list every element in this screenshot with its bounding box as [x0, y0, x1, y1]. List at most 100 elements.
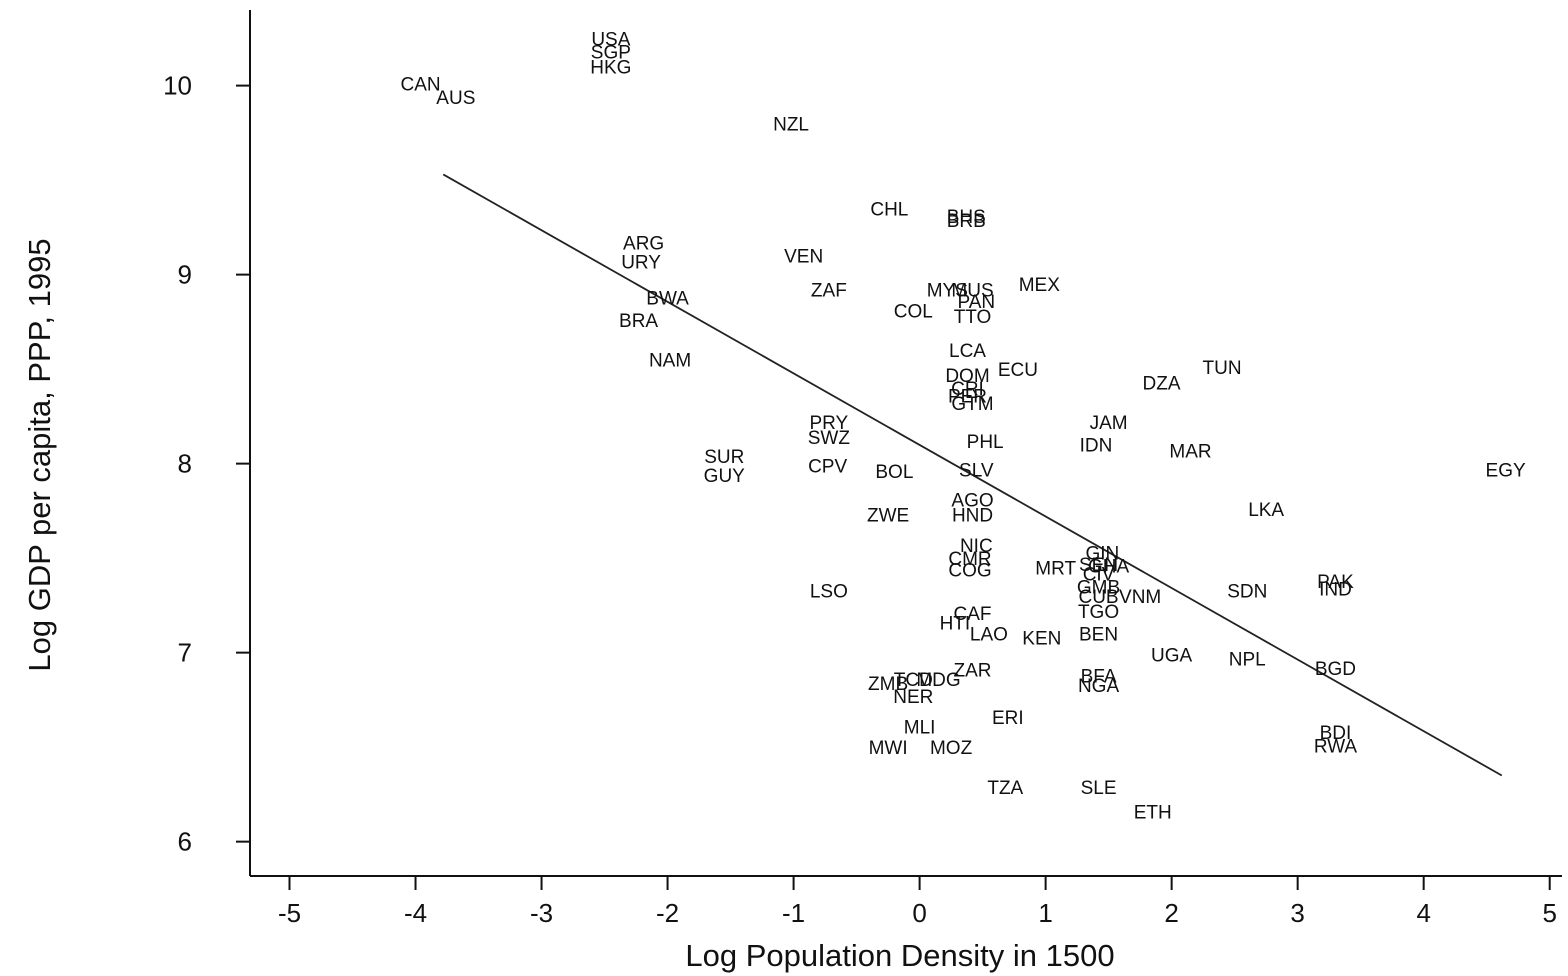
- data-point-gin: GIN: [1085, 543, 1119, 564]
- data-point-cog: COG: [948, 560, 991, 581]
- data-point-tun: TUN: [1203, 358, 1242, 379]
- x-tick-label: 0: [912, 898, 926, 928]
- data-point-bdi: BDI: [1320, 723, 1352, 744]
- data-point-idn: IDN: [1080, 436, 1113, 457]
- data-point-bwa: BWA: [646, 288, 689, 309]
- y-axis-title: Log GDP per capita, PPP, 1995: [22, 238, 57, 671]
- data-point-lao: LAO: [970, 625, 1008, 646]
- data-point-uga: UGA: [1151, 646, 1193, 667]
- data-point-npl: NPL: [1229, 649, 1266, 670]
- x-tick-label: -4: [404, 898, 427, 928]
- data-point-eth: ETH: [1134, 802, 1172, 823]
- data-point-ven: VEN: [784, 247, 823, 268]
- x-axis-ticks: -5 -4 -3 -2 -1 0 1 2 3 4 5: [278, 876, 1557, 928]
- data-point-zmb: ZMB: [868, 674, 908, 695]
- data-point-bol: BOL: [875, 462, 913, 483]
- data-point-ben: BEN: [1079, 625, 1118, 646]
- data-point-zar: ZAR: [954, 661, 992, 682]
- data-point-sgp: SGP: [591, 43, 631, 64]
- data-point-swz: SWZ: [808, 428, 851, 449]
- data-point-cri: CRI: [951, 379, 984, 400]
- data-point-mus: MUS: [951, 281, 993, 302]
- data-point-sur: SUR: [704, 447, 744, 468]
- data-point-tto: TTO: [954, 307, 992, 328]
- data-point-sdn: SDN: [1227, 581, 1267, 602]
- data-point-moz: MOZ: [930, 738, 973, 759]
- data-point-ecu: ECU: [998, 360, 1038, 381]
- x-axis-title: Log Population Density in 1500: [685, 938, 1114, 973]
- data-point-caf: CAF: [954, 604, 992, 625]
- x-tick-label: 1: [1038, 898, 1052, 928]
- data-point-pry: PRY: [810, 413, 849, 434]
- data-point-gtm: GTM: [951, 394, 993, 415]
- data-point-lka: LKA: [1248, 500, 1284, 521]
- x-tick-label: -5: [278, 898, 301, 928]
- data-point-sle: SLE: [1081, 778, 1117, 799]
- data-point-pak: PAK: [1317, 572, 1354, 593]
- data-point-rwa: RWA: [1314, 736, 1358, 757]
- data-point-mdg: MDG: [916, 670, 960, 691]
- data-point-nzl: NZL: [773, 114, 809, 135]
- data-point-civ: CIV: [1083, 564, 1115, 585]
- data-point-mar: MAR: [1169, 441, 1211, 462]
- data-point-bra: BRA: [619, 311, 658, 332]
- x-tick-label: -1: [782, 898, 805, 928]
- data-point-ind: IND: [1319, 579, 1352, 600]
- data-point-cpv: CPV: [808, 457, 847, 478]
- data-point-bgd: BGD: [1315, 659, 1356, 680]
- x-tick-label: 4: [1416, 898, 1430, 928]
- data-point-pan: PAN: [957, 292, 995, 313]
- y-tick-label: 9: [178, 260, 192, 290]
- data-point-guy: GUY: [704, 466, 746, 487]
- data-point-gha: GHA: [1088, 557, 1130, 578]
- data-point-tgo: TGO: [1078, 602, 1119, 623]
- data-point-hkg: HKG: [590, 58, 631, 79]
- data-point-hnd: HND: [952, 506, 993, 527]
- y-axis-ticks: 6 7 8 9 10: [163, 71, 250, 857]
- data-point-nga: NGA: [1078, 676, 1120, 697]
- data-point-ury: URY: [621, 252, 661, 273]
- data-point-mys: MYS: [927, 281, 968, 302]
- x-tick-label: 5: [1542, 898, 1556, 928]
- data-point-ago: AGO: [951, 491, 993, 512]
- x-tick-label: 2: [1164, 898, 1178, 928]
- data-point-jam: JAM: [1090, 413, 1128, 434]
- data-point-lca: LCA: [949, 341, 986, 362]
- data-point-ner: NER: [893, 687, 933, 708]
- data-point-lso: LSO: [810, 581, 848, 602]
- data-point-arg: ARG: [623, 233, 664, 254]
- data-point-sen: SEN: [1079, 555, 1118, 576]
- data-point-dom: DOM: [945, 366, 989, 387]
- data-point-usa: USA: [591, 29, 630, 50]
- data-point-tcd: TCD: [894, 670, 933, 691]
- x-tick-label: -3: [530, 898, 553, 928]
- data-point-bfa: BFA: [1081, 666, 1117, 687]
- regression-line: [442, 173, 1503, 777]
- x-tick-label: -2: [656, 898, 679, 928]
- data-point-mwi: MWI: [869, 738, 908, 759]
- y-tick-label: 10: [163, 71, 192, 101]
- data-point-cub: CUB: [1078, 587, 1118, 608]
- data-point-gmb: GMB: [1077, 577, 1120, 598]
- data-point-zwe: ZWE: [867, 506, 909, 527]
- data-point-bhs: BHS: [947, 207, 986, 228]
- data-point-cmr: CMR: [948, 549, 991, 570]
- data-point-per: PER: [948, 387, 987, 408]
- data-point-egy: EGY: [1486, 460, 1526, 481]
- data-point-mex: MEX: [1019, 275, 1061, 296]
- x-tick-label: 3: [1290, 898, 1304, 928]
- data-point-vnm: VNM: [1119, 587, 1161, 608]
- data-point-tza: TZA: [987, 778, 1023, 799]
- data-point-brb: BRB: [947, 211, 986, 232]
- data-point-hti: HTI: [940, 613, 971, 634]
- y-tick-label: 7: [178, 638, 192, 668]
- data-point-nam: NAM: [649, 351, 691, 372]
- data-point-eri: ERI: [992, 708, 1024, 729]
- y-tick-label: 8: [178, 449, 192, 479]
- y-tick-label: 6: [178, 827, 192, 857]
- data-point-dza: DZA: [1143, 373, 1181, 394]
- data-point-col: COL: [894, 302, 933, 323]
